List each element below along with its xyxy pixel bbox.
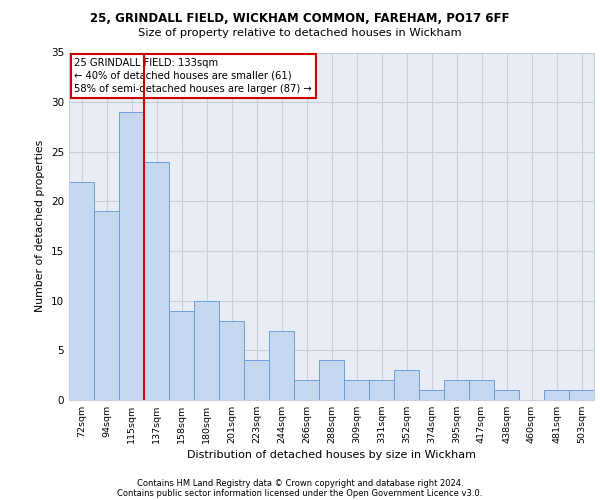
Bar bbox=[544, 390, 569, 400]
Bar bbox=[344, 380, 369, 400]
Bar bbox=[569, 390, 594, 400]
X-axis label: Distribution of detached houses by size in Wickham: Distribution of detached houses by size … bbox=[187, 450, 476, 460]
Text: 25, GRINDALL FIELD, WICKHAM COMMON, FAREHAM, PO17 6FF: 25, GRINDALL FIELD, WICKHAM COMMON, FARE… bbox=[90, 12, 510, 26]
Text: Contains public sector information licensed under the Open Government Licence v3: Contains public sector information licen… bbox=[118, 488, 482, 498]
Text: Contains HM Land Registry data © Crown copyright and database right 2024.: Contains HM Land Registry data © Crown c… bbox=[137, 478, 463, 488]
Bar bbox=[94, 212, 119, 400]
Bar bbox=[269, 330, 294, 400]
Bar bbox=[169, 310, 194, 400]
Bar bbox=[244, 360, 269, 400]
Y-axis label: Number of detached properties: Number of detached properties bbox=[35, 140, 46, 312]
Bar bbox=[194, 300, 219, 400]
Bar bbox=[144, 162, 169, 400]
Bar bbox=[69, 182, 94, 400]
Bar bbox=[469, 380, 494, 400]
Bar bbox=[494, 390, 519, 400]
Bar bbox=[294, 380, 319, 400]
Bar bbox=[394, 370, 419, 400]
Bar bbox=[319, 360, 344, 400]
Bar bbox=[369, 380, 394, 400]
Bar bbox=[444, 380, 469, 400]
Bar bbox=[419, 390, 444, 400]
Bar bbox=[119, 112, 144, 400]
Text: Size of property relative to detached houses in Wickham: Size of property relative to detached ho… bbox=[138, 28, 462, 38]
Text: 25 GRINDALL FIELD: 133sqm
← 40% of detached houses are smaller (61)
58% of semi-: 25 GRINDALL FIELD: 133sqm ← 40% of detac… bbox=[74, 58, 312, 94]
Bar bbox=[219, 320, 244, 400]
